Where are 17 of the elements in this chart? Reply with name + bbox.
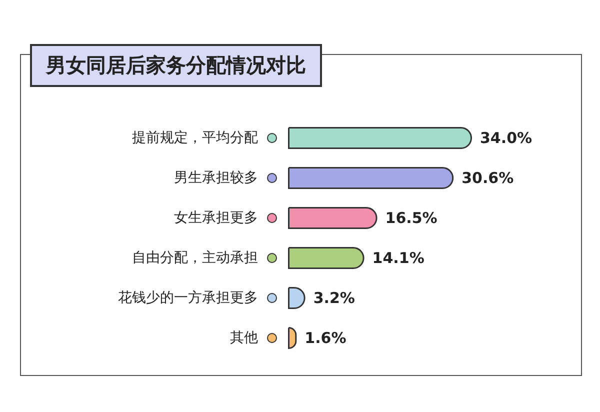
y-tick-label: 花钱少的一方承担更多 <box>118 290 258 306</box>
y-tick-label: 自由分配，主动承担 <box>132 250 258 266</box>
bar <box>288 127 472 149</box>
data-label: 14.1% <box>372 249 424 267</box>
y-tick-label: 其他 <box>230 330 258 346</box>
bar <box>288 247 364 269</box>
bar <box>288 207 378 229</box>
data-label: 3.2% <box>313 289 355 307</box>
bar <box>288 167 454 189</box>
chart-title: 男女同居后家务分配情况对比 <box>30 44 322 87</box>
data-label: 30.6% <box>462 169 514 187</box>
data-label: 16.5% <box>385 209 438 227</box>
y-tick-label: 女生承担更多 <box>174 210 258 226</box>
data-label: 1.6% <box>304 329 346 347</box>
data-label: 34.0% <box>480 129 532 147</box>
y-tick-label: 男生承担较多 <box>174 170 258 186</box>
y-tick-label: 提前规定，平均分配 <box>132 130 258 146</box>
